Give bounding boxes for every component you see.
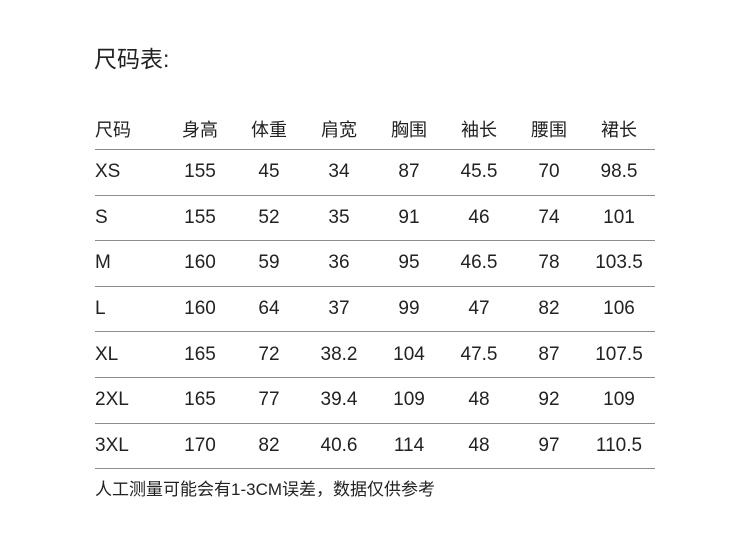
table-cell: 87 [398,161,420,183]
table-cell: 2XL [95,389,129,411]
table-cell: S [95,206,108,228]
table-cell: 64 [258,298,280,320]
table-cell: 109 [603,389,635,411]
table-cell: 46.5 [460,252,498,274]
table-cell: 45.5 [460,161,498,183]
table-cell: 160 [184,298,216,320]
column-header: 尺码 [95,119,131,140]
table-row: M 160 59 36 95 46.5 78 103.5 [95,241,655,287]
table-cell: 39.4 [320,389,358,411]
table-cell: 45 [258,161,280,183]
table-cell: 70 [538,161,560,183]
table-cell: 37 [328,298,350,320]
table-cell: 99 [398,298,420,320]
table-cell: 98.5 [600,161,638,183]
table-cell: 106 [603,298,635,320]
table-cell: 114 [393,434,425,456]
table-cell: 38.2 [320,343,358,365]
table-cell: 155 [184,206,216,228]
table-cell: 165 [184,389,216,411]
table-cell: 165 [184,343,216,365]
column-header: 身高 [182,119,218,140]
table-row: 2XL 165 77 39.4 109 48 92 109 [95,378,655,424]
table-cell: 36 [328,252,350,274]
table-header: 尺码 身高 体重 肩宽 胸围 袖长 腰围 裙长 [95,108,655,150]
table-cell: 72 [258,343,280,365]
table-cell: 40.6 [320,434,358,456]
table-cell: 3XL [95,434,129,456]
table-cell: 82 [538,298,560,320]
table-cell: 107.5 [595,343,643,365]
table-cell: 160 [184,252,216,274]
size-table: 尺码 身高 体重 肩宽 胸围 袖长 腰围 裙长 XS 155 45 34 87 45.5 70 98.5 S 1… [95,108,655,470]
table-row: L 160 64 37 99 47 82 106 [95,287,655,333]
table-cell: 91 [398,206,420,228]
table-row: XL 165 72 38.2 104 47.5 87 107.5 [95,332,655,378]
table-cell: 92 [538,389,560,411]
table-cell: 47 [468,298,490,320]
table-cell: 35 [328,206,350,228]
page-title: 尺码表: [94,46,170,72]
table-row: XS 155 45 34 87 45.5 70 98.5 [95,150,655,196]
table-cell: 104 [393,343,425,365]
column-header: 胸围 [391,119,427,140]
table-cell: 97 [538,434,560,456]
table-cell: 47.5 [460,343,498,365]
table-cell: XL [95,343,119,365]
table-cell: 48 [468,434,490,456]
table-cell: 52 [258,206,280,228]
column-header: 袖长 [461,119,497,140]
table-cell: 34 [328,161,350,183]
table-cell: 74 [538,206,560,228]
column-header: 肩宽 [321,119,357,140]
table-cell: 78 [538,252,560,274]
table-cell: 155 [184,161,216,183]
footnote: 人工测量可能会有1-3CM误差，数据仅供参考 [95,480,436,499]
table-cell: 59 [258,252,280,274]
table-cell: 46 [468,206,490,228]
table-cell: 95 [398,252,420,274]
table-cell: M [95,252,111,274]
table-cell: 82 [258,434,280,456]
table-cell: 110.5 [595,434,643,456]
table-row: S 155 52 35 91 46 74 101 [95,196,655,242]
column-header: 体重 [251,119,287,140]
table-cell: 48 [468,389,490,411]
table-cell: XS [95,161,121,183]
column-header: 腰围 [531,119,567,140]
table-cell: 87 [538,343,560,365]
table-row: 3XL 170 82 40.6 114 48 97 110.5 [95,424,655,470]
table-cell: 101 [603,206,635,228]
table-cell: 109 [393,389,425,411]
table-cell: L [95,298,106,320]
table-cell: 170 [184,434,216,456]
table-cell: 103.5 [595,252,643,274]
column-header: 裙长 [601,119,637,140]
table-cell: 77 [258,389,280,411]
